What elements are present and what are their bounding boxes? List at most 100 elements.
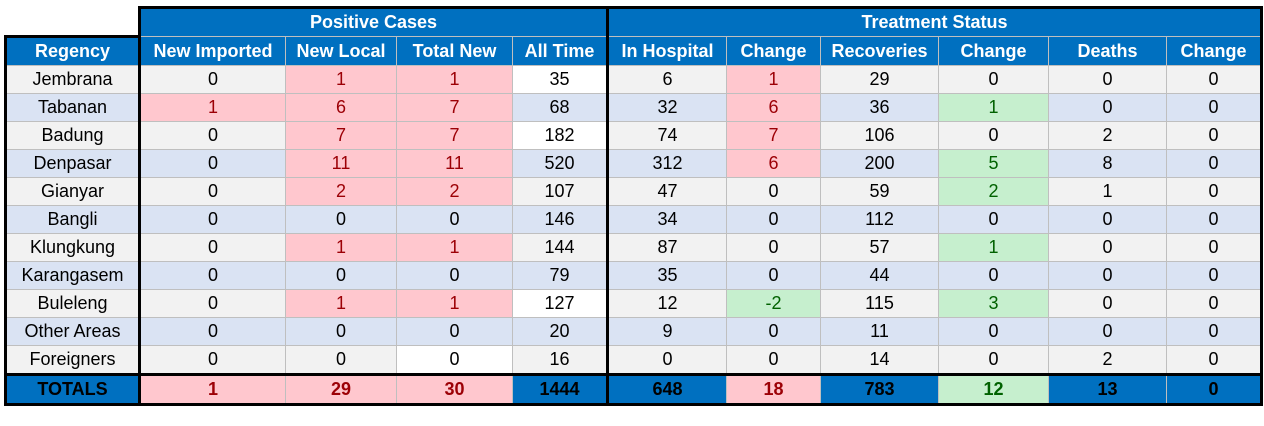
data-cell[interactable]: 1 [285,233,397,262]
data-cell[interactable]: 1 [285,65,397,94]
data-cell[interactable]: 87 [606,233,727,262]
data-cell[interactable]: 1 [938,233,1049,262]
regency-cell[interactable]: Klungkung [4,233,140,262]
col-header-total-new[interactable]: Total New [396,36,513,66]
data-cell[interactable]: 7 [726,121,821,150]
data-cell[interactable]: 1 [138,93,286,122]
data-cell[interactable]: 0 [1166,65,1263,94]
total-cell[interactable]: 12 [938,373,1049,406]
data-cell[interactable]: 6 [726,93,821,122]
data-cell[interactable]: 34 [606,205,727,234]
data-cell[interactable]: 2 [938,177,1049,206]
data-cell[interactable]: 0 [1048,65,1167,94]
data-cell[interactable]: 0 [138,289,286,318]
data-cell[interactable]: 200 [820,149,939,178]
data-cell[interactable]: 106 [820,121,939,150]
data-cell[interactable]: 0 [138,121,286,150]
data-cell[interactable]: 182 [512,121,608,150]
regency-cell[interactable]: Denpasar [4,149,140,178]
data-cell[interactable]: 0 [1048,93,1167,122]
regency-cell[interactable]: Tabanan [4,93,140,122]
data-cell[interactable]: 0 [1048,317,1167,346]
regency-cell[interactable]: Other Areas [4,317,140,346]
data-cell[interactable]: 0 [1166,317,1263,346]
data-cell[interactable]: 0 [1166,261,1263,290]
data-cell[interactable]: 20 [512,317,608,346]
data-cell[interactable]: 29 [820,65,939,94]
data-cell[interactable]: 0 [726,233,821,262]
data-cell[interactable]: 0 [396,317,513,346]
data-cell[interactable]: 0 [285,317,397,346]
data-cell[interactable]: 0 [138,233,286,262]
totals-label[interactable]: TOTALS [4,373,140,406]
data-cell[interactable]: 0 [138,205,286,234]
col-header-all-time[interactable]: All Time [512,36,608,66]
total-cell[interactable]: 783 [820,373,939,406]
col-header-recoveries[interactable]: Recoveries [820,36,939,66]
data-cell[interactable]: 0 [726,205,821,234]
data-cell[interactable]: 520 [512,149,608,178]
data-cell[interactable]: 0 [138,149,286,178]
total-cell[interactable]: 1 [138,373,286,406]
data-cell[interactable]: 0 [1166,121,1263,150]
col-header-hospital-change[interactable]: Change [726,36,821,66]
data-cell[interactable]: 0 [138,317,286,346]
data-cell[interactable]: 6 [606,65,727,94]
data-cell[interactable]: 11 [820,317,939,346]
data-cell[interactable]: 0 [396,205,513,234]
data-cell[interactable]: 0 [726,177,821,206]
data-cell[interactable]: 0 [138,345,286,375]
data-cell[interactable]: 1 [726,65,821,94]
regency-cell[interactable]: Badung [4,121,140,150]
data-cell[interactable]: 146 [512,205,608,234]
data-cell[interactable]: 74 [606,121,727,150]
total-cell[interactable]: 1444 [512,373,608,406]
data-cell[interactable]: 44 [820,261,939,290]
col-header-recoveries-change[interactable]: Change [938,36,1049,66]
regency-cell[interactable]: Gianyar [4,177,140,206]
data-cell[interactable]: 59 [820,177,939,206]
col-header-in-hospital[interactable]: In Hospital [606,36,727,66]
data-cell[interactable]: -2 [726,289,821,318]
data-cell[interactable]: 0 [396,345,513,375]
data-cell[interactable]: 144 [512,233,608,262]
corner-cell[interactable] [5,7,140,37]
data-cell[interactable]: 1 [1048,177,1167,206]
data-cell[interactable]: 14 [820,345,939,375]
data-cell[interactable]: 35 [512,65,608,94]
regency-cell[interactable]: Buleleng [4,289,140,318]
data-cell[interactable]: 8 [1048,149,1167,178]
data-cell[interactable]: 0 [1048,205,1167,234]
regency-cell[interactable]: Bangli [4,205,140,234]
regency-cell[interactable]: Karangasem [4,261,140,290]
data-cell[interactable]: 312 [606,149,727,178]
data-cell[interactable]: 32 [606,93,727,122]
data-cell[interactable]: 2 [1048,345,1167,375]
data-cell[interactable]: 0 [938,261,1049,290]
total-cell[interactable]: 648 [606,373,727,406]
data-cell[interactable]: 0 [726,261,821,290]
data-cell[interactable]: 11 [285,149,397,178]
col-header-deaths[interactable]: Deaths [1048,36,1167,66]
data-cell[interactable]: 7 [285,121,397,150]
data-cell[interactable]: 0 [938,205,1049,234]
data-cell[interactable]: 0 [1048,233,1167,262]
data-cell[interactable]: 1 [396,65,513,94]
data-cell[interactable]: 1 [938,93,1049,122]
data-cell[interactable]: 0 [1166,345,1263,375]
data-cell[interactable]: 79 [512,261,608,290]
total-cell[interactable]: 13 [1048,373,1167,406]
data-cell[interactable]: 6 [285,93,397,122]
data-cell[interactable]: 112 [820,205,939,234]
data-cell[interactable]: 0 [1166,177,1263,206]
data-cell[interactable]: 2 [396,177,513,206]
data-cell[interactable]: 0 [726,345,821,375]
data-cell[interactable]: 7 [396,93,513,122]
data-cell[interactable]: 0 [606,345,727,375]
group-positive-cases[interactable]: Positive Cases [138,6,609,37]
col-header-new-local[interactable]: New Local [285,36,397,66]
data-cell[interactable]: 1 [285,289,397,318]
data-cell[interactable]: 2 [285,177,397,206]
data-cell[interactable]: 1 [396,233,513,262]
regency-cell[interactable]: Foreigners [4,345,140,375]
